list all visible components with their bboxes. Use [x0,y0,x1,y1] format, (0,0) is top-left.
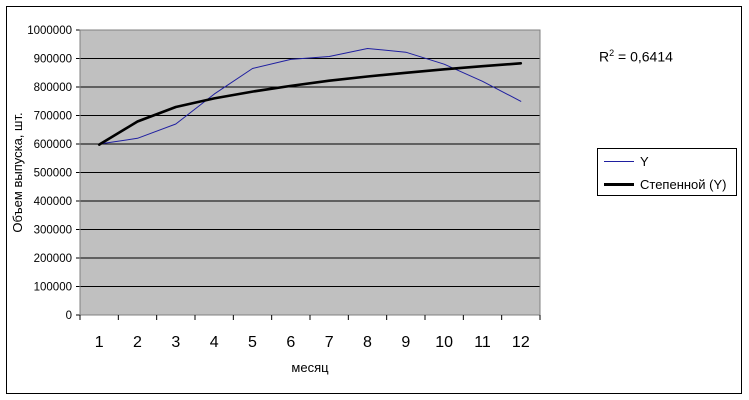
y-tick-label: 1000000 [27,25,72,37]
x-tick-label: 3 [171,334,180,351]
y-tick-label: 0 [66,310,72,322]
y-axis-title: Объем выпуска, шт. [10,112,25,232]
legend-label-trend: Степенной (Y) [640,176,727,192]
y-tick-label: 700000 [34,111,72,123]
y-tick-label: 800000 [34,82,72,94]
y-tick-label: 400000 [34,196,72,208]
x-tick-label: 6 [286,334,295,351]
y-tick-label: 300000 [34,225,72,237]
r2-prefix: R [599,48,610,65]
r-squared-annotation: R2 = 0,6414 [599,48,673,65]
axes [76,29,541,320]
x-tick-label: 10 [435,334,453,351]
legend-swatch-y [604,160,634,162]
x-tick-label: 11 [474,334,491,351]
x-tick-label: 4 [210,334,219,351]
x-tick-labels: 1 2 3 4 5 6 7 8 9 10 11 12 [95,334,530,351]
x-tick-label: 7 [325,334,334,351]
y-tick-label: 500000 [34,168,72,180]
x-tick-label: 1 [95,334,104,351]
y-tick-label: 600000 [34,139,72,151]
x-tick-label: 5 [248,334,257,351]
legend: Y Степенной (Y) [597,148,737,196]
series-line-y [98,48,522,145]
series-line-trend [97,61,523,146]
series-lines [97,48,523,146]
legend-entry-y: Y [604,153,649,169]
r2-value: = 0,6414 [614,48,673,65]
x-tick-label: 2 [133,334,142,351]
y-tick-label: 200000 [34,253,72,265]
y-tick-label: 900000 [34,54,72,66]
x-tick-label: 12 [512,334,530,351]
legend-swatch-trend [604,182,634,186]
legend-label-y: Y [640,153,649,169]
x-tick-label: 8 [363,334,372,351]
legend-entry-trend: Степенной (Y) [604,176,727,192]
y-tick-labels: 0 100000 200000 300000 400000 500000 600000 700… [27,25,72,322]
y-tick-label: 100000 [34,282,72,294]
x-axis-title: месяц [291,360,329,375]
r2-superscript: 2 [609,48,615,58]
x-tick-label: 9 [401,334,410,351]
